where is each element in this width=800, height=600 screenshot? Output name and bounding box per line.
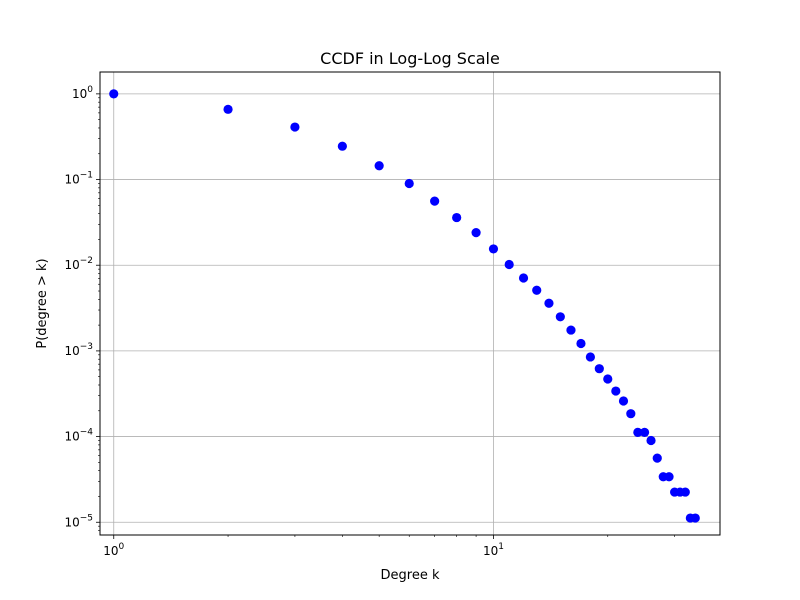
- data-point: [532, 285, 542, 295]
- plot-frame: [99, 71, 721, 536]
- data-point: [337, 141, 347, 151]
- data-point: [576, 338, 586, 349]
- data-point: [488, 244, 499, 254]
- x-tick-label: 101: [483, 542, 504, 558]
- x-axis-label: Degree k: [381, 568, 440, 583]
- data-point: [544, 298, 554, 308]
- y-axis-label: P(degree > k): [35, 258, 50, 348]
- data-point: [618, 396, 629, 406]
- data-point: [555, 312, 565, 322]
- chart-title: CCDF in Log-Log Scale: [320, 49, 500, 68]
- data-point: [109, 89, 119, 99]
- y-tick-label: 10−5: [64, 513, 93, 529]
- data-point: [639, 427, 650, 437]
- data-point: [566, 325, 576, 335]
- data-point: [430, 196, 440, 206]
- data-point: [404, 178, 414, 189]
- axis-ticks: 100 101 100 10−1 10−2 10−3 10−4 10−5: [64, 85, 675, 558]
- data-point: [664, 472, 674, 482]
- data-point: [585, 352, 595, 362]
- y-tick-label: 10−1: [64, 171, 93, 187]
- data-point: [290, 122, 300, 132]
- data-points: [109, 89, 700, 523]
- data-point: [680, 487, 690, 497]
- data-point: [518, 273, 529, 283]
- data-point: [223, 104, 233, 114]
- y-tick-label: 10−3: [64, 342, 93, 358]
- data-point: [690, 513, 700, 523]
- data-point: [646, 435, 656, 446]
- data-point: [611, 386, 621, 396]
- data-point: [594, 364, 604, 374]
- grid-lines: [100, 72, 720, 535]
- data-point: [452, 212, 462, 223]
- x-tick-label: 100: [103, 542, 124, 558]
- y-tick-label: 10−4: [64, 428, 93, 444]
- y-tick-label: 10−2: [64, 256, 93, 272]
- data-point: [471, 228, 481, 238]
- data-point: [633, 427, 643, 437]
- data-point: [374, 161, 384, 171]
- data-point: [603, 374, 613, 384]
- y-tick-label: 100: [72, 85, 93, 101]
- data-point: [652, 453, 662, 463]
- data-point: [626, 409, 636, 419]
- data-point: [504, 259, 514, 270]
